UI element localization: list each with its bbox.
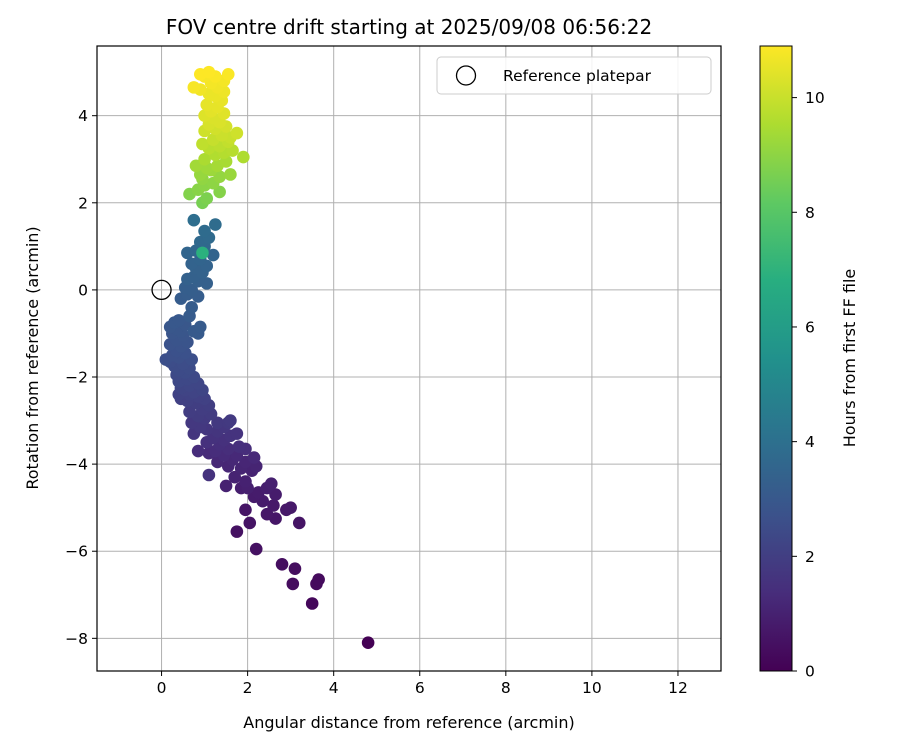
x-axis-label: Angular distance from reference (arcmin) — [243, 713, 574, 732]
data-point — [224, 168, 237, 181]
data-point — [275, 557, 289, 571]
data-point — [185, 301, 198, 314]
data-point — [221, 68, 235, 81]
data-point — [228, 470, 242, 484]
data-point — [247, 451, 261, 464]
colorbar-tick-label: 6 — [805, 318, 815, 336]
data-point — [200, 192, 214, 205]
data-point — [198, 224, 211, 238]
data-point — [237, 150, 250, 164]
data-point — [267, 499, 280, 512]
data-point — [288, 562, 302, 575]
colorbar-tick-label: 8 — [805, 204, 815, 222]
x-tick-label: 6 — [415, 679, 425, 697]
data-point — [264, 477, 278, 491]
colorbar-gradient — [759, 45, 793, 672]
grid-lines — [97, 46, 721, 671]
data-point — [200, 98, 214, 112]
data-point — [284, 501, 297, 514]
data-point — [187, 81, 201, 94]
x-tick-label: 4 — [329, 679, 339, 697]
data-point — [260, 507, 274, 521]
data-point — [305, 597, 319, 610]
data-point — [312, 573, 325, 586]
data-point — [196, 246, 209, 260]
colorbar-tick-label: 4 — [805, 433, 815, 451]
y-tick-label: 0 — [78, 281, 88, 299]
data-point — [209, 218, 222, 231]
data-point — [187, 213, 201, 227]
data-point — [224, 414, 237, 427]
data-point — [191, 444, 205, 458]
data-point — [196, 137, 209, 151]
data-point — [198, 152, 211, 166]
legend-box — [436, 56, 712, 95]
data-point — [202, 65, 216, 79]
data-point — [213, 185, 226, 199]
legend-entry: Reference platepar — [503, 67, 652, 85]
x-tick-label: 10 — [582, 679, 602, 697]
legend: Reference platepar — [436, 56, 712, 95]
data-point — [286, 577, 300, 591]
y-tick-label: −8 — [65, 630, 88, 648]
colorbar-ticks: 0 2 4 6 8 10 — [792, 89, 825, 681]
data-point — [183, 405, 196, 419]
y-tick-label: 4 — [78, 107, 88, 125]
data-point — [213, 170, 226, 183]
data-point — [230, 427, 244, 440]
chart-title: FOV centre drift starting at 2025/09/08 … — [166, 15, 652, 39]
data-point — [269, 488, 282, 501]
y-axis-ticks: −8 −6 −4 −2 0 2 4 — [65, 107, 97, 648]
x-axis-ticks: 0 2 4 6 8 10 12 — [157, 671, 688, 697]
x-tick-label: 8 — [501, 679, 511, 697]
data-point — [172, 314, 186, 327]
data-point — [193, 320, 207, 334]
data-point — [239, 503, 252, 517]
data-point — [230, 525, 244, 538]
data-point — [292, 516, 306, 530]
data-points — [159, 65, 375, 649]
colorbar-label: Hours from first FF file — [840, 269, 859, 448]
legend-marker-icon — [455, 65, 477, 86]
y-axis-label: Rotation from reference (arcmin) — [23, 226, 42, 489]
colorbar-tick-label: 2 — [805, 548, 815, 566]
plot-frame — [96, 45, 722, 672]
y-tick-label: 2 — [78, 194, 88, 212]
data-point — [230, 126, 244, 140]
colorbar-tick-label: 10 — [805, 89, 825, 107]
data-point — [202, 468, 216, 482]
y-tick-label: −4 — [65, 456, 88, 474]
data-point — [206, 248, 220, 262]
data-point — [243, 516, 257, 530]
y-tick-label: −2 — [65, 369, 88, 387]
data-point — [211, 416, 224, 430]
reference-layer — [151, 279, 172, 301]
data-point — [219, 479, 233, 493]
data-point — [189, 159, 203, 173]
y-tick-label: −6 — [65, 543, 88, 561]
data-point — [361, 636, 375, 649]
reference-platepar-marker — [151, 279, 172, 301]
colorbar-tick-label: 0 — [805, 663, 815, 681]
x-tick-label: 12 — [668, 679, 688, 697]
x-tick-label: 0 — [157, 679, 167, 697]
data-point — [249, 542, 263, 556]
data-point — [239, 475, 252, 488]
x-tick-label: 2 — [243, 679, 253, 697]
colorbar: 0 2 4 6 8 10 Hours from first FF file — [759, 45, 859, 681]
data-point — [232, 440, 246, 453]
